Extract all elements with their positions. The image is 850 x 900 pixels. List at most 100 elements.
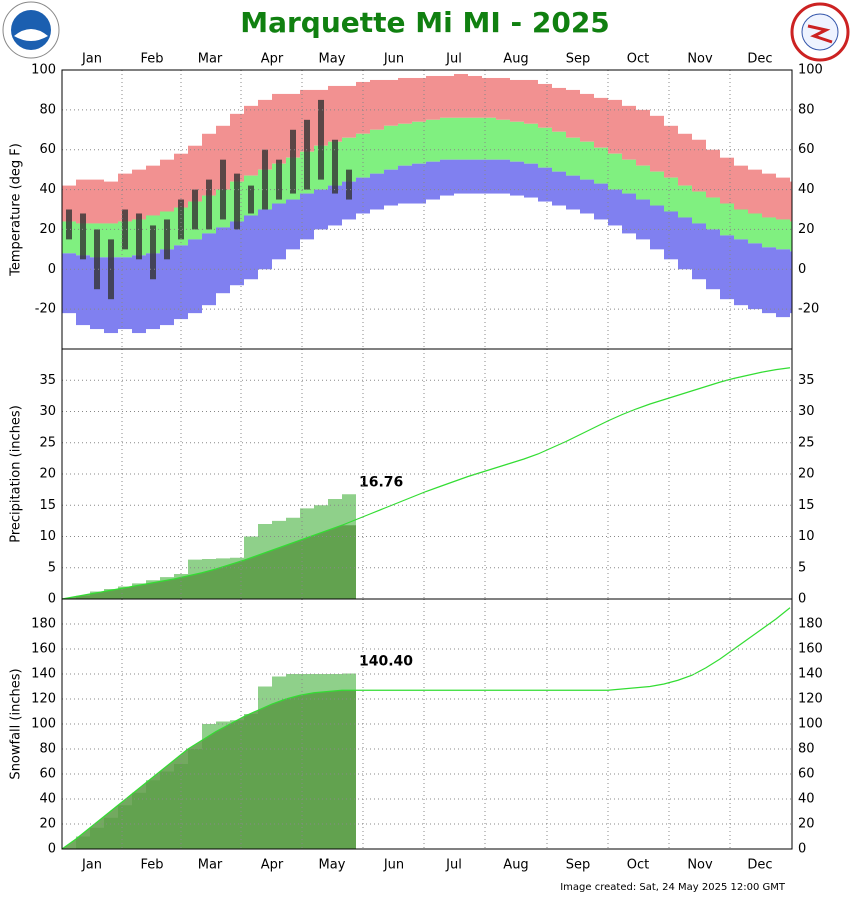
y-tick-label: 60	[39, 767, 56, 782]
y-tick-label: 20	[39, 817, 56, 832]
temp-band	[230, 221, 244, 286]
x-tick-label: Sep	[566, 858, 591, 873]
temp-band	[426, 119, 440, 162]
temp-band	[608, 189, 622, 226]
y2-tick-label: 0	[798, 842, 806, 857]
x-tick-label: Nov	[687, 52, 713, 67]
temp-band	[482, 77, 496, 118]
temp-band	[524, 79, 538, 124]
y2-tick-label: 15	[798, 498, 815, 513]
temp-band	[328, 85, 342, 142]
temp-band	[496, 77, 510, 120]
temp-band	[454, 159, 468, 194]
y2-tick-label: 0	[798, 592, 806, 607]
panel	[62, 73, 792, 334]
x-tick-label: Jun	[383, 52, 404, 67]
y-tick-label: 120	[31, 692, 56, 707]
panel	[62, 607, 791, 849]
temp-band	[356, 133, 370, 178]
temp-band	[328, 185, 342, 226]
observed-bar	[164, 219, 170, 260]
temp-band	[664, 125, 678, 178]
temp-band	[720, 235, 734, 300]
y-axis-label: Precipitation (inches)	[9, 405, 24, 543]
y2-tick-label: 0	[798, 262, 806, 277]
temp-band	[146, 253, 160, 330]
temp-band	[552, 171, 566, 206]
observed-bar	[94, 229, 100, 290]
y2-tick-label: 5	[798, 560, 806, 575]
temp-band	[104, 181, 118, 224]
y-tick-label: 100	[31, 63, 56, 78]
observed-bar	[248, 185, 254, 214]
temp-band	[706, 149, 720, 198]
observed-bar	[346, 169, 352, 200]
temp-band	[734, 165, 748, 210]
y2-tick-label: 40	[798, 792, 815, 807]
temp-band	[664, 211, 678, 260]
temp-band	[314, 189, 328, 230]
temp-band	[90, 257, 104, 330]
y2-tick-label: 20	[798, 467, 815, 482]
observed-bar	[304, 119, 310, 190]
temp-band	[706, 229, 720, 290]
temp-band	[188, 239, 202, 314]
temp-band	[748, 243, 762, 310]
temp-band	[748, 169, 762, 214]
temp-band	[776, 249, 790, 318]
temp-band	[272, 203, 286, 260]
normal-area	[62, 525, 356, 599]
x-tick-label: Apr	[261, 52, 284, 67]
x-tick-label: Aug	[503, 858, 528, 873]
temp-band	[636, 109, 650, 166]
observed-bar	[290, 129, 296, 194]
temp-band	[342, 137, 356, 182]
temp-band	[776, 219, 790, 250]
temp-band	[286, 93, 300, 158]
observed-bar	[136, 213, 142, 260]
temp-band	[566, 89, 580, 138]
temp-band	[608, 99, 622, 154]
temp-band	[538, 167, 552, 202]
temp-band	[216, 125, 230, 190]
y2-tick-label: 160	[798, 642, 823, 657]
temp-band	[552, 131, 566, 172]
temp-band	[132, 169, 146, 220]
temp-band	[468, 75, 482, 118]
y2-tick-label: 80	[798, 102, 815, 117]
temp-band	[762, 217, 776, 248]
y2-tick-label: 30	[798, 404, 815, 419]
x-tick-label: Oct	[627, 52, 649, 67]
temp-band	[454, 73, 468, 118]
observed-bar	[262, 149, 268, 210]
temp-band	[524, 163, 538, 198]
temp-band	[384, 169, 398, 206]
observed-bar	[80, 213, 86, 260]
temp-band	[594, 97, 608, 148]
y2-tick-label: 100	[798, 717, 823, 732]
y-tick-label: 100	[31, 717, 56, 732]
temp-band	[692, 223, 706, 280]
y-tick-label: 20	[39, 222, 56, 237]
y2-tick-label: 25	[798, 435, 815, 450]
panel	[62, 367, 791, 599]
temp-band	[174, 153, 188, 208]
temp-band	[762, 173, 776, 218]
temp-band	[370, 173, 384, 210]
temp-band	[790, 251, 792, 314]
y-tick-label: 20	[39, 467, 56, 482]
temp-band	[538, 83, 552, 128]
temp-band	[622, 159, 636, 194]
temp-band	[468, 159, 482, 194]
y2-tick-label: 40	[798, 182, 815, 197]
x-tick-label: Dec	[747, 858, 772, 873]
temp-band	[566, 137, 580, 176]
y-tick-label: 0	[48, 592, 56, 607]
normal-line	[62, 607, 791, 849]
y2-tick-label: -20	[798, 302, 819, 317]
temp-band	[734, 209, 748, 240]
temp-band	[398, 165, 412, 204]
temp-band	[356, 177, 370, 214]
temp-band	[496, 159, 510, 194]
